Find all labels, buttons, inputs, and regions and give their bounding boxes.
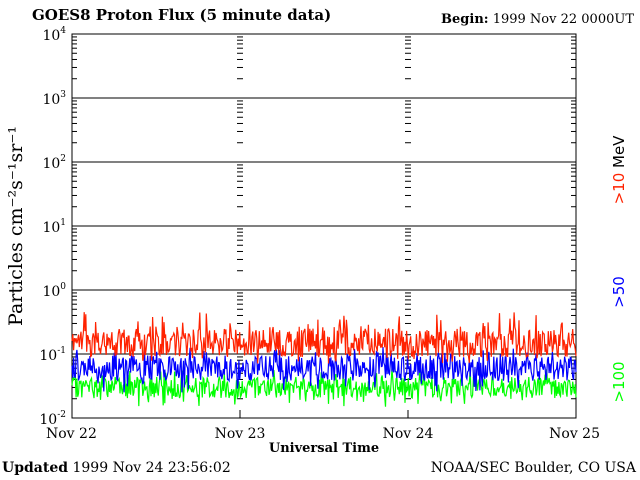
begin-label: Begin:	[441, 12, 489, 27]
chart-title: GOES8 Proton Flux (5 minute data)	[32, 6, 332, 24]
y-tick-label: 101	[42, 218, 66, 236]
organization: NOAA/SEC Boulder, CO USA	[430, 460, 636, 476]
series-label-50: >50	[610, 276, 628, 308]
series-label-100: >100	[610, 361, 628, 402]
y-tick-label: 10-2	[39, 410, 66, 428]
x-tick-label: Nov 22	[46, 426, 97, 442]
updated-stamp: Updated 1999 Nov 24 23:56:02	[2, 460, 231, 476]
y-tick-label: 100	[42, 282, 66, 300]
y-tick-label: 10-1	[39, 346, 66, 364]
y-tick-label: 104	[42, 26, 66, 44]
series-label-10: >10 MeV	[610, 135, 628, 205]
series-line	[71, 368, 577, 407]
x-axis-label: Universal Time	[269, 441, 379, 456]
begin-time: Begin: 1999 Nov 22 0000UT	[441, 12, 634, 27]
x-tick-label: Nov 24	[383, 426, 434, 442]
x-tick-label: Nov 23	[215, 426, 266, 442]
updated-label: Updated	[2, 460, 69, 476]
updated-value: 1999 Nov 24 23:56:02	[72, 460, 231, 476]
series-line	[71, 312, 577, 364]
series-line	[71, 346, 577, 393]
x-tick-label: Nov 25	[549, 426, 600, 442]
begin-value: 1999 Nov 22 0000UT	[492, 12, 634, 27]
y-tick-label: 102	[42, 154, 66, 172]
y-tick-label: 103	[42, 90, 66, 108]
y-axis-label: Particles cm⁻²s⁻¹sr⁻¹	[5, 126, 27, 326]
